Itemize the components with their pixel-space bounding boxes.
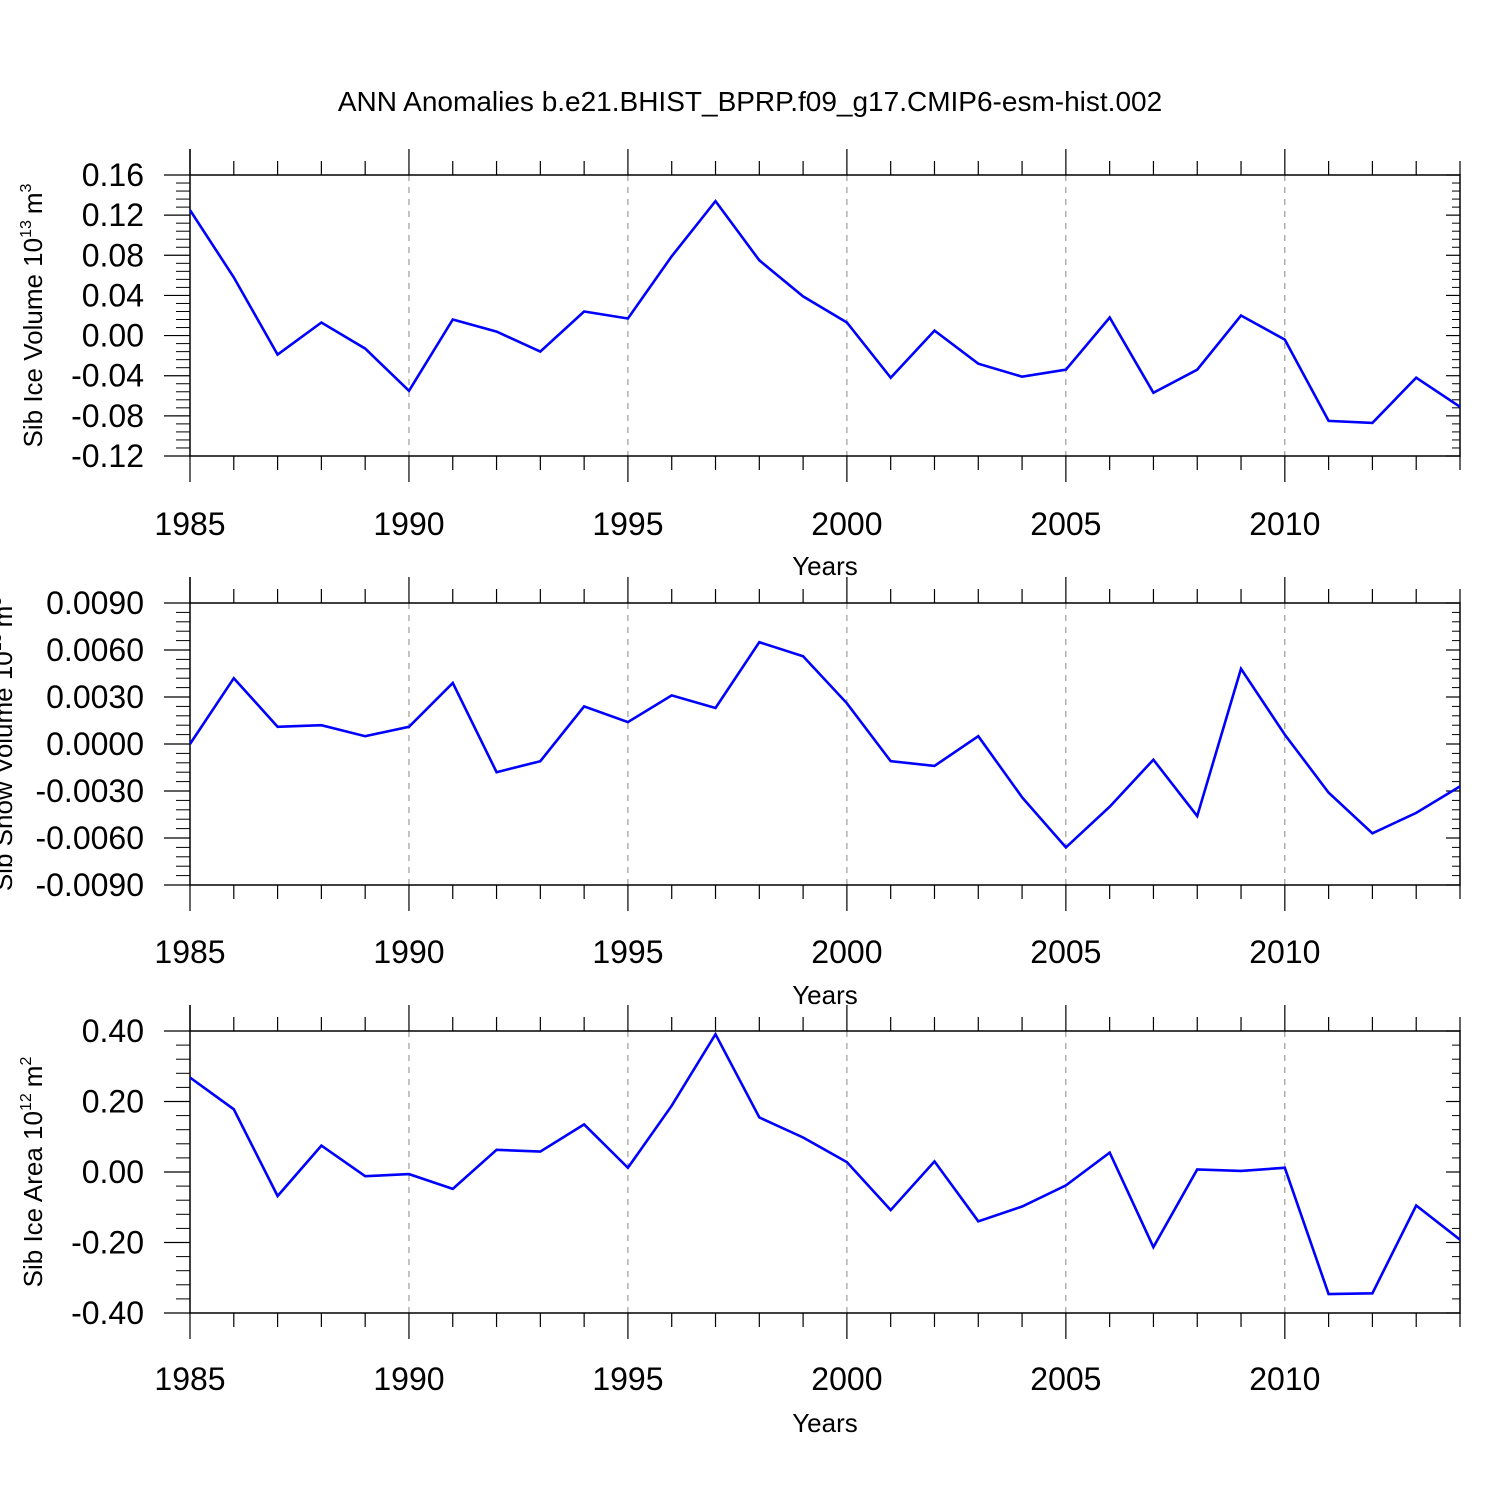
plot-frame bbox=[189, 602, 1461, 886]
series-line bbox=[190, 640, 1460, 850]
y-tick-label: -0.08 bbox=[71, 398, 144, 434]
x-axis-label: Years bbox=[792, 1408, 858, 1438]
x-tick-label: 1995 bbox=[592, 934, 663, 970]
y-axis-label-unit: m bbox=[0, 606, 18, 628]
x-axis-label: Years bbox=[792, 980, 858, 1010]
chart-panel-1: 1985 1990 1995 2000 2005 2010 Years -0.12 -0.08 -… bbox=[18, 149, 1461, 581]
y-tick-label: -0.0090 bbox=[35, 867, 144, 903]
series-line bbox=[190, 198, 1460, 425]
y-tick-label: -0.0060 bbox=[35, 820, 144, 856]
x-tick-label: 2005 bbox=[1030, 506, 1101, 542]
y-axis-label: Sib Snow Volume 1013 m3 bbox=[0, 597, 18, 891]
y-tick-label: -0.40 bbox=[71, 1295, 144, 1331]
y-axis-label: Sib Ice Area 1012 m2 bbox=[18, 1057, 48, 1288]
y-tick-label: -0.12 bbox=[71, 438, 144, 474]
chart-panel-3: 1985 1990 1995 2000 2005 2010 Years -0.40 -0.20 0… bbox=[18, 1005, 1461, 1438]
x-tick-label: 1995 bbox=[592, 506, 663, 542]
y-tick-label: 0.00 bbox=[82, 1154, 144, 1190]
x-tick-label: 1985 bbox=[154, 934, 225, 970]
plot-frame bbox=[189, 174, 1461, 457]
y-tick-label: -0.04 bbox=[71, 358, 144, 394]
y-axis-label-unit: m bbox=[18, 192, 48, 214]
x-tick-label: 1990 bbox=[373, 1361, 444, 1397]
x-tick-label: 1990 bbox=[373, 506, 444, 542]
y-axis-label-exponent: 13 bbox=[18, 220, 35, 238]
series-line bbox=[190, 1031, 1460, 1296]
x-tick-label: 2000 bbox=[811, 1361, 882, 1397]
y-axis-label-unit-exponent: 3 bbox=[18, 183, 35, 192]
y-tick-label: 0.04 bbox=[82, 277, 144, 313]
x-tick-label: 2005 bbox=[1030, 934, 1101, 970]
x-axis-label: Years bbox=[792, 551, 858, 581]
plot-frame bbox=[189, 1030, 1461, 1314]
y-tick-label: 0.12 bbox=[82, 197, 144, 233]
chart-panel-2: 1985 1990 1995 2000 2005 2010 Years -0.0090 -0.0… bbox=[0, 577, 1461, 1010]
y-tick-label: 0.00 bbox=[82, 318, 144, 354]
y-axis-label-unit-exponent: 3 bbox=[0, 597, 5, 606]
y-tick-label: 0.0030 bbox=[46, 679, 144, 715]
x-tick-label: 2000 bbox=[811, 506, 882, 542]
y-tick-label: 0.0000 bbox=[46, 726, 144, 762]
y-axis-label: Sib Ice Volume 1013 m3 bbox=[18, 183, 48, 447]
y-tick-label: 0.40 bbox=[82, 1013, 144, 1049]
x-tick-label: 2010 bbox=[1249, 1361, 1320, 1397]
y-axis-label-exponent: 12 bbox=[18, 1093, 35, 1111]
x-tick-label: 1985 bbox=[154, 1361, 225, 1397]
x-tick-label: 1995 bbox=[592, 1361, 663, 1397]
x-tick-label: 2010 bbox=[1249, 506, 1320, 542]
y-axis-label-unit-exponent: 2 bbox=[18, 1057, 35, 1066]
y-tick-label: -0.0030 bbox=[35, 773, 144, 809]
x-tick-label: 1985 bbox=[154, 506, 225, 542]
y-tick-label: 0.0060 bbox=[46, 632, 144, 668]
y-axis-label-exponent: 13 bbox=[0, 633, 5, 651]
x-tick-label: 2005 bbox=[1030, 1361, 1101, 1397]
y-tick-label: -0.20 bbox=[71, 1225, 144, 1261]
panels: 1985 1990 1995 2000 2005 2010 Years -0.12 -0.08 -… bbox=[0, 149, 1461, 1438]
y-tick-label: 0.08 bbox=[82, 237, 144, 273]
y-tick-label: 0.16 bbox=[82, 157, 144, 193]
y-axis-label-main: Sib Ice Area 10 bbox=[18, 1111, 48, 1287]
y-axis-label-main: Sib Snow Volume 10 bbox=[0, 651, 18, 891]
figure-title: ANN Anomalies b.e21.BHIST_BPRP.f09_g17.C… bbox=[338, 86, 1162, 117]
y-tick-label: 0.20 bbox=[82, 1084, 144, 1120]
y-axis-label-main: Sib Ice Volume 10 bbox=[18, 238, 48, 448]
x-tick-label: 2010 bbox=[1249, 934, 1320, 970]
x-tick-label: 2000 bbox=[811, 934, 882, 970]
x-tick-label: 1990 bbox=[373, 934, 444, 970]
y-axis-label-unit: m bbox=[18, 1066, 48, 1088]
y-tick-label: 0.0090 bbox=[46, 585, 144, 621]
